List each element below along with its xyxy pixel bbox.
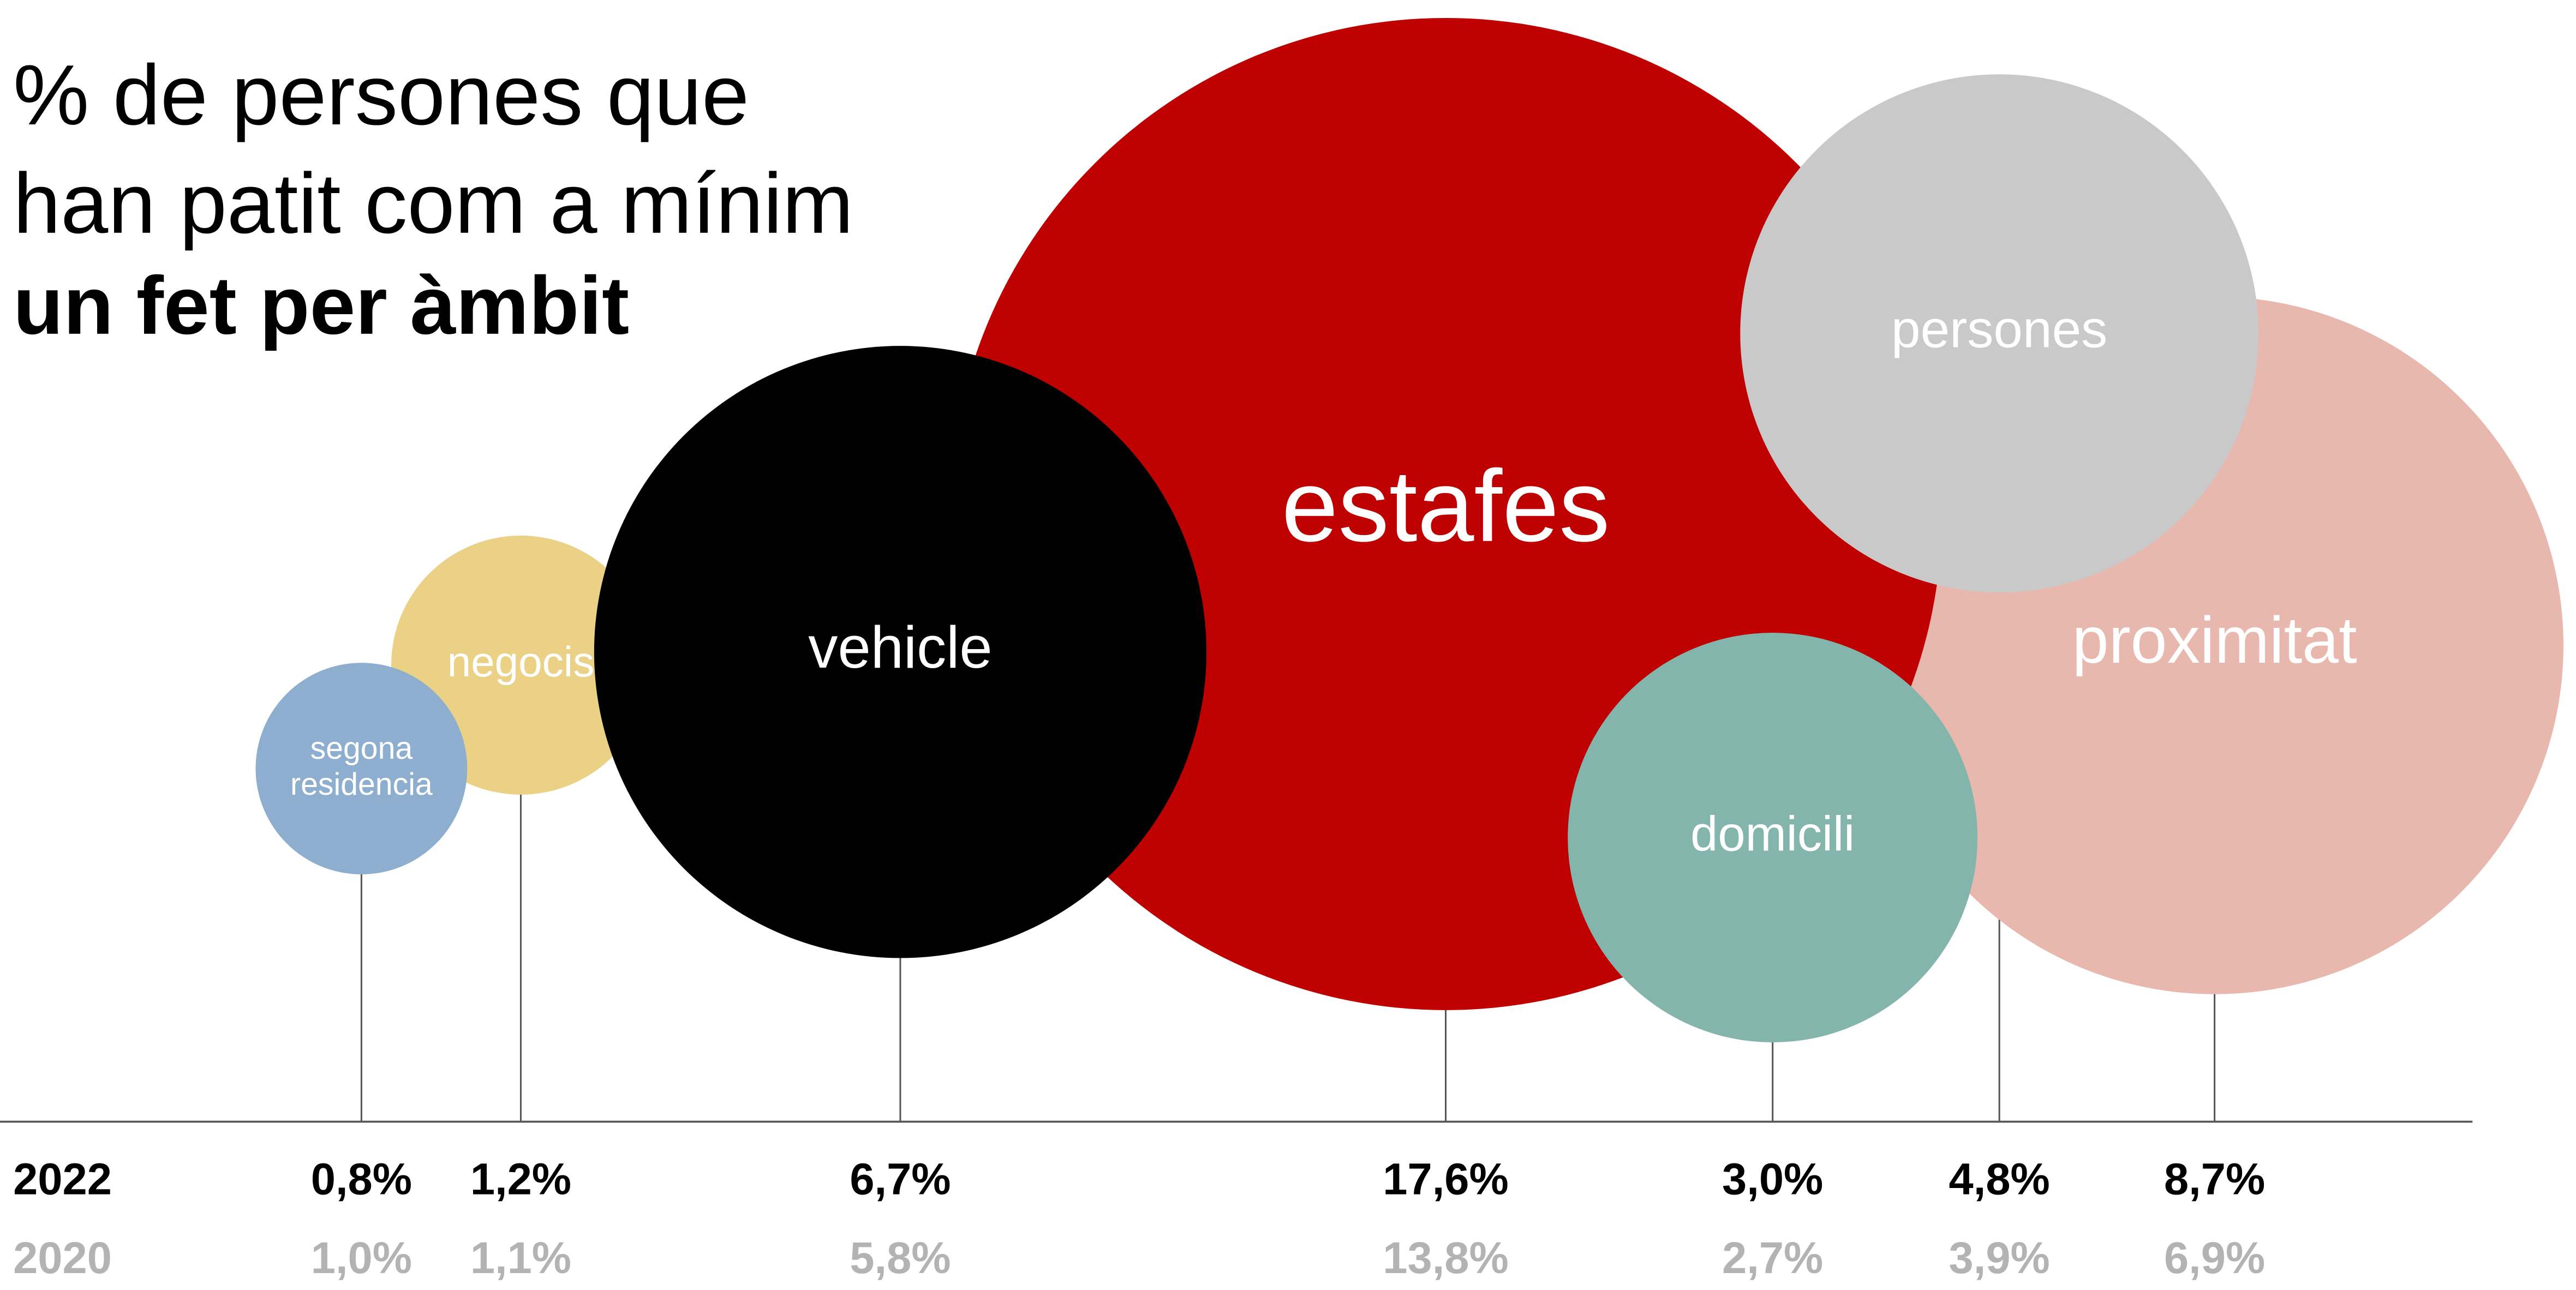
value-label: 8,7%: [2164, 1154, 2265, 1204]
bubble-label: vehicle: [808, 614, 992, 680]
value-label: 1,2%: [470, 1154, 571, 1204]
value-label: 1,1%: [470, 1233, 571, 1283]
bubble-label: domicili: [1690, 806, 1855, 861]
title-line: han patit com a mínim: [13, 156, 853, 251]
value-label: 17,6%: [1383, 1154, 1508, 1204]
bubble: [255, 663, 468, 874]
legend-label: 2022: [13, 1154, 112, 1204]
bubble-label: proximitat: [2072, 603, 2357, 677]
title-line: % de persones que: [13, 47, 749, 143]
value-label: 3,0%: [1722, 1154, 1823, 1204]
legend-label: 2020: [13, 1233, 112, 1283]
bubble: [1568, 633, 1978, 1042]
value-label: 6,9%: [2164, 1233, 2265, 1283]
value-label: 3,9%: [1949, 1233, 2050, 1283]
value-label: 4,8%: [1949, 1154, 2050, 1204]
title-line: un fet per àmbit: [13, 260, 629, 351]
bubble-label: negocis: [447, 638, 595, 686]
bubble-label: estafes: [1282, 449, 1610, 563]
value-label: 0,8%: [311, 1154, 412, 1204]
bubble: [594, 346, 1207, 958]
value-label: 2,7%: [1722, 1233, 1823, 1283]
value-label: 1,0%: [311, 1233, 412, 1283]
value-label: 5,8%: [850, 1233, 951, 1283]
bubble: [1740, 74, 2259, 593]
value-label: 13,8%: [1383, 1233, 1508, 1283]
bubble-label: persones: [1891, 301, 2107, 359]
bubble-label: segona residencia: [290, 731, 433, 802]
value-label: 6,7%: [850, 1154, 951, 1204]
